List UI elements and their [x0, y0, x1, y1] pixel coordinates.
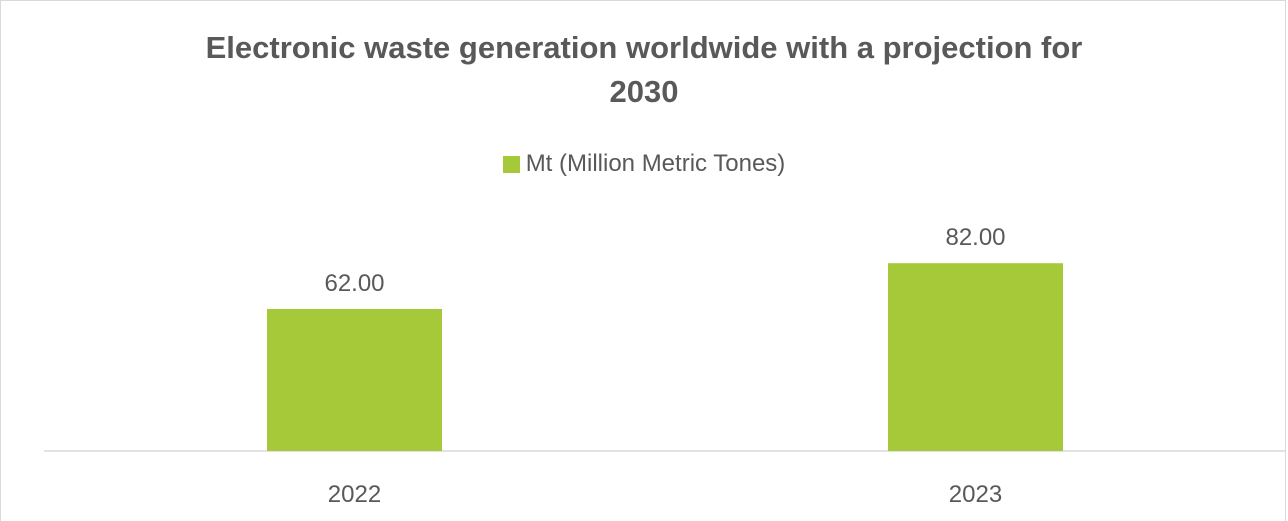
legend-swatch — [502, 155, 520, 173]
chart-title: Electronic waste generation worldwide wi… — [0, 26, 1288, 114]
legend-label: Mt (Million Metric Tones) — [525, 150, 786, 177]
bar-2023 — [888, 263, 1063, 451]
bars-group: 62.00 2022 82.00 2023 — [267, 224, 1063, 508]
x-tick-label-2022: 2022 — [328, 481, 381, 508]
x-tick-label-2023: 2023 — [949, 481, 1002, 508]
chart-title-line-2: 2030 — [609, 74, 679, 109]
data-label-2022: 62.00 — [324, 270, 384, 297]
bar-2022 — [267, 309, 442, 451]
chart-title-line-1: Electronic waste generation worldwide wi… — [205, 30, 1083, 65]
data-label-2023: 82.00 — [945, 224, 1005, 251]
chart-legend: Mt (Million Metric Tones) — [0, 150, 1288, 178]
